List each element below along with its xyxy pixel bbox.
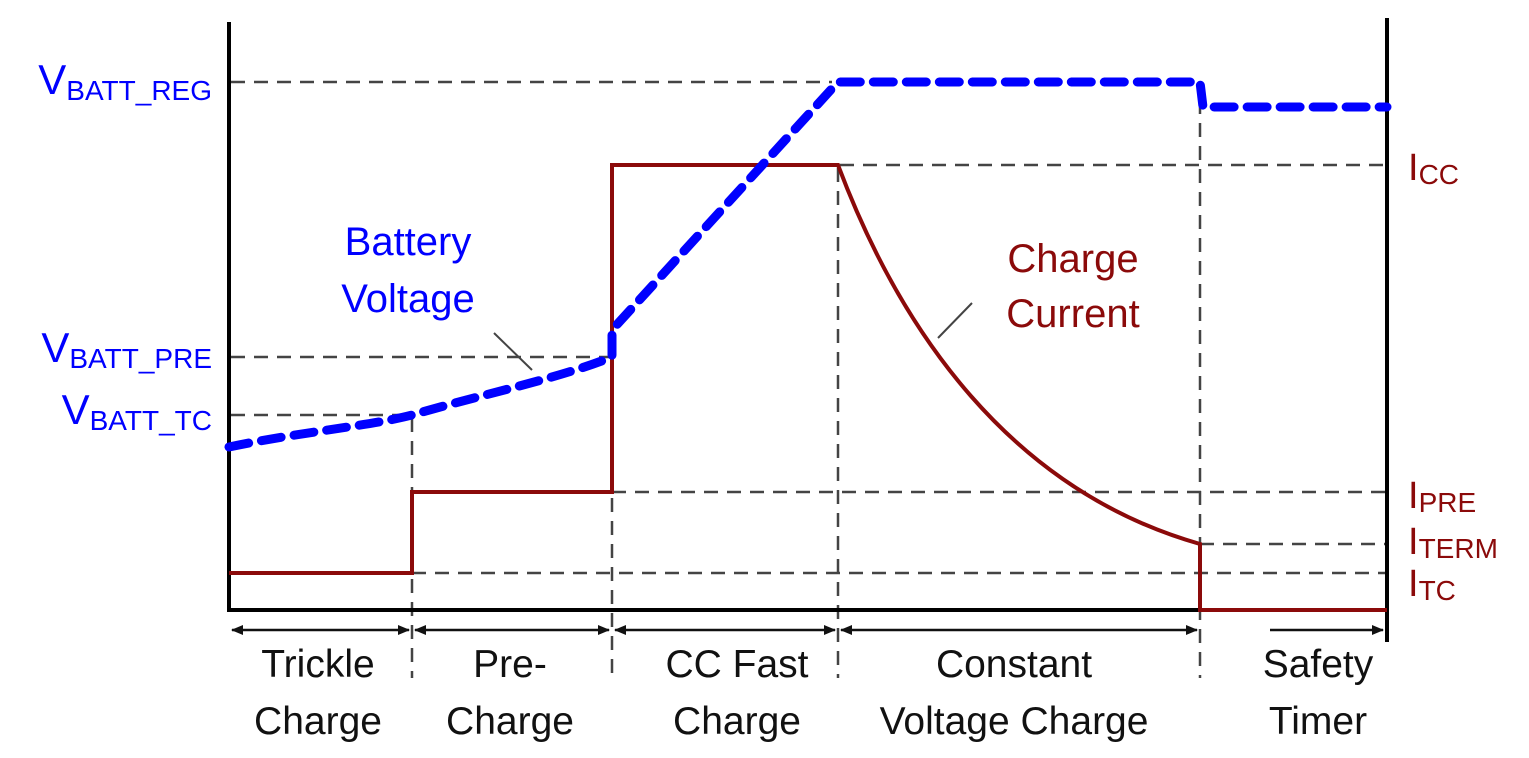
voltage-leader-line xyxy=(493,332,533,371)
phase-safety-line2: Timer xyxy=(1269,700,1367,743)
label-vbatt-reg: VBATT_REG xyxy=(38,56,212,106)
phase-cc-line2: Charge xyxy=(673,700,801,743)
label-vbatt-tc: VBATT_TC xyxy=(62,386,212,436)
phase-pre-line2: Charge xyxy=(446,700,574,743)
battery-voltage-curve xyxy=(224,77,1392,452)
phase-safety-line1: Safety xyxy=(1263,643,1374,686)
phase-cc-line1: CC Fast xyxy=(665,643,808,686)
charge-current-label-line1: Charge xyxy=(1007,237,1138,281)
label-vbatt-pre: VBATT_PRE xyxy=(41,324,212,374)
phase-trickle-line2: Charge xyxy=(254,700,382,743)
guide-lines xyxy=(231,80,1385,678)
charge-current-curve xyxy=(229,163,1387,612)
phase-pre-line1: Pre- xyxy=(473,643,547,686)
charge-current-label-line2: Current xyxy=(1006,292,1139,336)
current-leader-line xyxy=(937,302,973,339)
battery-voltage-label-line2: Voltage xyxy=(341,277,474,321)
label-iterm: ITERM xyxy=(1408,521,1498,564)
battery-voltage-label-line1: Battery xyxy=(345,220,472,264)
label-ipre: IPRE xyxy=(1408,475,1476,518)
phase-cv-line2: Voltage Charge xyxy=(880,700,1149,743)
label-icc: ICC xyxy=(1408,147,1459,190)
label-itc: ITC xyxy=(1408,563,1456,606)
phase-trickle-line1: Trickle xyxy=(261,643,374,686)
phase-cv-line1: Constant xyxy=(936,643,1092,686)
